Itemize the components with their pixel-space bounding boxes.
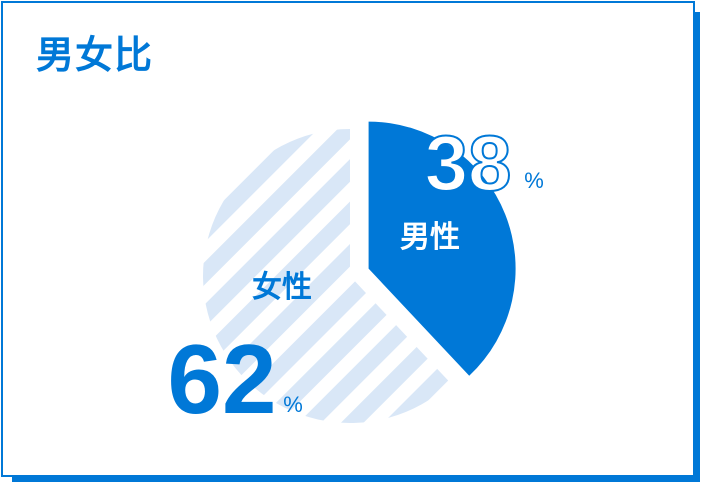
slice-value-male: 38 (425, 119, 512, 207)
chart-title: 男女比 (36, 33, 154, 77)
pie-slice-female (202, 129, 451, 423)
pie-slice-male (368, 121, 516, 376)
slice-unit-male: % (524, 168, 544, 193)
slice-value-female: 62 (167, 324, 276, 434)
slice-unit-female: % (283, 392, 303, 417)
slice-label-male: 男性 (400, 221, 460, 254)
slice-label-female: 女性 (252, 270, 312, 304)
